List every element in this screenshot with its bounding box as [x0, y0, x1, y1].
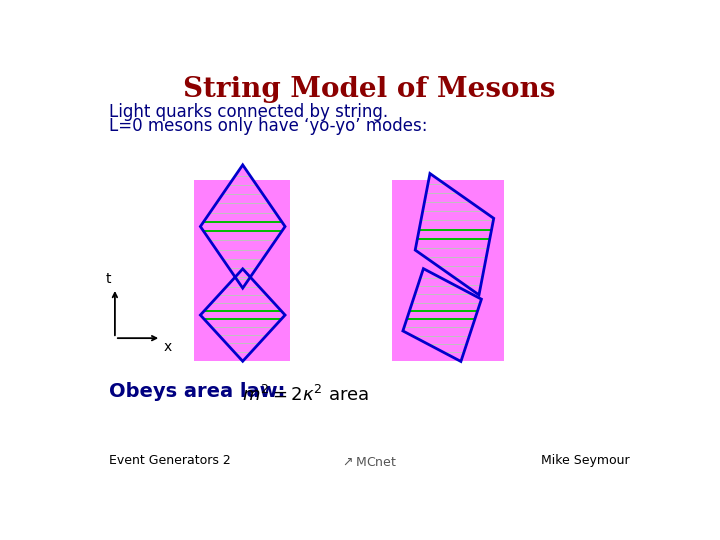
Polygon shape — [415, 173, 494, 295]
Text: Event Generators 2: Event Generators 2 — [109, 454, 230, 467]
Text: t: t — [106, 272, 111, 286]
Bar — [194, 180, 290, 361]
Text: x: x — [163, 340, 171, 354]
Bar — [392, 180, 504, 361]
Text: $m^2 = 2\kappa^2\ \mathrm{area}$: $m^2 = 2\kappa^2\ \mathrm{area}$ — [242, 385, 369, 405]
Text: Obeys area law:: Obeys area law: — [109, 382, 285, 401]
Polygon shape — [403, 268, 482, 361]
Text: Light quarks connected by string.: Light quarks connected by string. — [109, 103, 388, 122]
Text: L=0 mesons only have ‘yo-yo’ modes:: L=0 mesons only have ‘yo-yo’ modes: — [109, 117, 427, 135]
Text: Mike Seymour: Mike Seymour — [541, 454, 629, 467]
Text: String Model of Mesons: String Model of Mesons — [183, 76, 555, 103]
Polygon shape — [200, 269, 285, 361]
Text: $\nearrow$MCnet: $\nearrow$MCnet — [341, 456, 397, 469]
Polygon shape — [200, 165, 285, 288]
